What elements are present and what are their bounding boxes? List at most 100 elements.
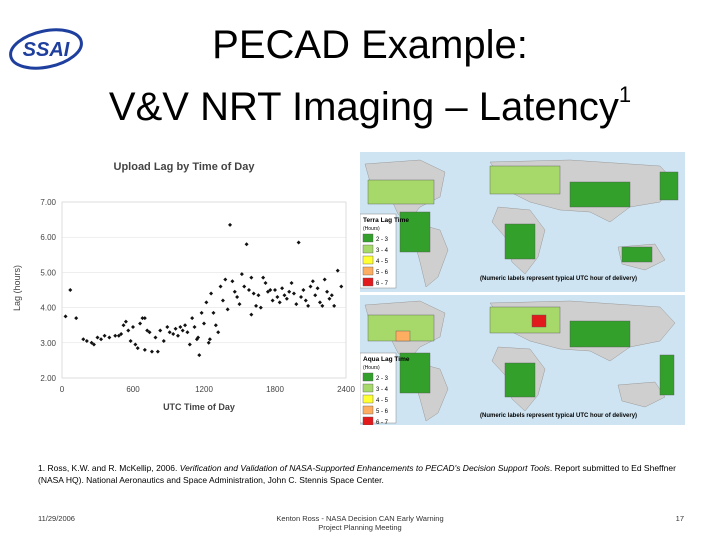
footnote: 1. Ross, K.W. and R. McKellip, 2006. Ver… xyxy=(38,462,686,486)
terra-legend: 2 - 3 3 - 4 4 - 5 5 - 6 6 - 7 xyxy=(362,233,389,287)
data-point xyxy=(235,295,240,300)
aqua-note: (Numeric labels represent typical UTC ho… xyxy=(480,413,637,419)
data-point xyxy=(291,291,296,296)
data-point xyxy=(153,335,158,340)
legend-range: 2 - 3 xyxy=(376,376,389,382)
data-point xyxy=(131,324,135,329)
data-point xyxy=(275,295,280,300)
data-point xyxy=(178,324,183,329)
data-point xyxy=(91,342,96,347)
data-point xyxy=(268,288,273,292)
data-point xyxy=(206,340,211,345)
data-point xyxy=(107,335,112,340)
data-point xyxy=(142,347,147,352)
data-point xyxy=(230,279,235,284)
legend-swatch xyxy=(362,244,374,254)
data-point xyxy=(244,242,249,247)
data-point xyxy=(145,328,150,333)
footnote-suffix: . Report submitted to Ed Sheffner (NASA … xyxy=(38,463,676,485)
data-point xyxy=(167,330,172,335)
x-axis-label: UTC Time of Day xyxy=(163,402,235,412)
legend-swatch xyxy=(362,255,374,265)
logo-text: SSAI xyxy=(23,39,70,61)
data-point xyxy=(287,289,292,294)
aqua-map: Aqua Lag Time (Hours) 2 - 3 3 - 4 4 - 5 5 -… xyxy=(360,295,685,425)
data-point xyxy=(249,312,254,317)
data-point xyxy=(254,303,259,308)
data-point xyxy=(81,337,86,342)
terra-legend-hours: (Hours) xyxy=(363,226,380,232)
footer-presenter: Kenton Ross - NASA Decision CAN Early Wa… xyxy=(240,514,480,532)
aqua-legend: 2 - 3 3 - 4 4 - 5 5 - 6 6 - 7 xyxy=(362,372,389,425)
data-point xyxy=(327,296,332,301)
legend-swatch xyxy=(362,372,374,382)
data-point xyxy=(228,222,233,227)
data-point xyxy=(322,277,327,282)
aqua-cells xyxy=(367,306,675,398)
title-line-2: V&V NRT Imaging – Latency1 xyxy=(90,70,650,132)
data-point xyxy=(265,289,270,294)
footnote-prefix: 1. Ross, K.W. and R. McKellip, 2006. xyxy=(38,463,180,473)
data-point xyxy=(99,337,104,342)
data-point xyxy=(180,328,185,333)
data-point xyxy=(239,272,244,277)
data-point xyxy=(187,342,192,347)
legend-range: 5 - 6 xyxy=(376,270,389,276)
data-point xyxy=(325,289,330,294)
data-point xyxy=(165,324,170,329)
y-tick-label: 5.00 xyxy=(40,268,56,277)
footer-presenter-line-2: Project Planning Meeting xyxy=(318,523,402,532)
x-tick-label: 0 xyxy=(60,385,65,394)
data-point xyxy=(220,298,225,303)
title-line-1: PECAD Example: xyxy=(212,23,528,67)
legend-range: 3 - 4 xyxy=(376,248,389,254)
data-point xyxy=(329,293,334,298)
chart-title: Upload Lag by Time of Day xyxy=(114,161,256,173)
aqua-legend-hours: (Hours) xyxy=(363,365,380,371)
data-point xyxy=(202,321,206,326)
terra-green-cells xyxy=(367,165,679,263)
data-point xyxy=(261,275,266,280)
data-point xyxy=(315,286,320,291)
data-point xyxy=(128,339,133,344)
page-number: 17 xyxy=(675,514,684,523)
data-point xyxy=(158,328,163,333)
data-point xyxy=(199,310,204,315)
legend-swatch xyxy=(362,405,374,415)
data-point xyxy=(258,305,263,310)
data-point xyxy=(142,316,147,321)
legend-range: 4 - 5 xyxy=(376,398,389,404)
data-point xyxy=(135,346,140,351)
legend-swatch xyxy=(362,383,374,393)
data-point xyxy=(84,339,89,344)
data-point xyxy=(216,330,221,335)
data-point xyxy=(282,293,287,298)
data-point xyxy=(332,303,337,308)
data-point xyxy=(173,326,178,331)
data-point xyxy=(289,280,294,285)
aqua-legend-title: Aqua Lag Time xyxy=(363,356,410,363)
data-point xyxy=(223,277,228,282)
data-point xyxy=(270,298,275,303)
data-point xyxy=(320,303,325,308)
ssai-logo: SSAI xyxy=(9,28,83,70)
data-point xyxy=(306,303,311,308)
data-point xyxy=(284,296,289,301)
data-point xyxy=(218,284,223,289)
latency-maps: Terra Lag Time (Hours) 2 - 3 3 - 4 4 - 5 5 … xyxy=(360,152,685,425)
data-point xyxy=(185,330,190,335)
x-tick-label: 2400 xyxy=(337,385,355,394)
data-point xyxy=(299,295,304,300)
data-point xyxy=(121,323,126,328)
data-point xyxy=(277,300,282,305)
y-axis-label: Lag (hours) xyxy=(12,265,22,311)
data-point xyxy=(140,316,145,321)
legend-range: 4 - 5 xyxy=(376,259,389,265)
y-tick-label: 7.00 xyxy=(40,198,56,207)
data-point xyxy=(256,293,261,298)
data-point xyxy=(232,289,237,294)
data-point xyxy=(294,302,299,307)
data-point xyxy=(317,300,322,305)
legend-swatch xyxy=(362,233,374,243)
data-point xyxy=(301,288,306,292)
